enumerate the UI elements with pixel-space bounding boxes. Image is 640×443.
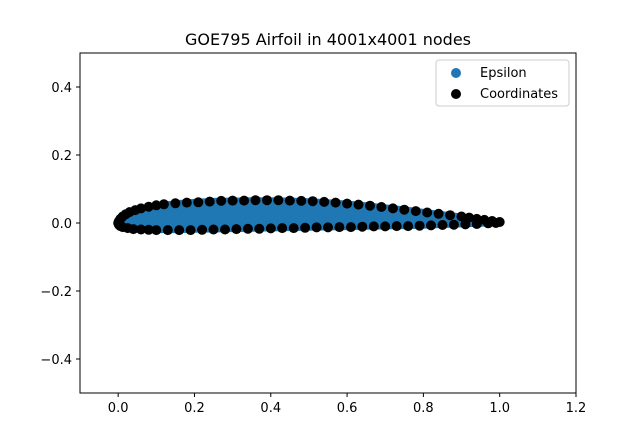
x-tick-label: 1.2 (566, 401, 587, 416)
coordinate-point (197, 224, 208, 235)
x-tick-label: 0.6 (337, 401, 358, 416)
coordinate-point (193, 197, 204, 208)
legend-marker-epsilon (451, 68, 461, 78)
coordinate-point (151, 225, 162, 236)
coordinate-point (265, 223, 276, 234)
y-tick-label: −0.4 (40, 353, 72, 368)
coordinate-point (239, 195, 250, 206)
coordinate-point (422, 207, 433, 218)
coordinate-point (387, 203, 398, 214)
coordinate-points (113, 195, 505, 236)
y-tick-label: 0.4 (51, 81, 72, 96)
coordinate-point (448, 219, 459, 230)
y-tick-label: 0.2 (51, 149, 72, 164)
coordinate-point (368, 221, 379, 232)
coordinate-point (460, 219, 471, 230)
coordinate-point (170, 198, 181, 209)
coordinate-point (345, 222, 356, 233)
plot-area (113, 195, 505, 236)
coordinate-point (216, 195, 227, 206)
coordinate-point (174, 225, 185, 236)
coordinate-point (254, 223, 265, 234)
y-axis: −0.4 −0.2 0.0 0.2 0.4 (40, 81, 80, 368)
coordinate-point (181, 197, 192, 208)
coordinate-point (456, 211, 467, 222)
coordinate-point (220, 224, 230, 235)
x-tick-label: 0.4 (260, 401, 281, 416)
coordinate-point (158, 199, 169, 210)
coordinate-point (399, 204, 410, 215)
coordinate-point (334, 222, 345, 233)
coordinate-point (227, 195, 238, 206)
coordinate-point (319, 196, 330, 207)
coordinate-point (242, 223, 253, 234)
y-tick-label: 0.0 (51, 217, 72, 232)
coordinate-point (342, 198, 353, 209)
x-tick-label: 0.8 (413, 401, 434, 416)
coordinate-point (136, 224, 146, 235)
coordinate-point (357, 221, 368, 232)
coordinate-point (490, 218, 501, 228)
legend-label-coordinates: Coordinates (480, 87, 558, 102)
coordinate-point (483, 218, 494, 229)
coordinate-point (143, 224, 154, 235)
coordinate-point (403, 221, 414, 232)
coordinate-point (311, 222, 322, 233)
coordinate-point (300, 222, 311, 233)
coordinate-point (151, 200, 162, 211)
coordinate-point (437, 220, 448, 230)
coordinate-point (380, 221, 391, 232)
coordinate-point (323, 222, 333, 233)
coordinate-point (208, 224, 219, 235)
coordinate-point (307, 196, 318, 207)
legend-marker-coordinates (451, 89, 461, 99)
coordinate-point (204, 196, 215, 207)
legend: Epsilon Coordinates (435, 59, 570, 107)
coordinate-point (391, 221, 402, 232)
coordinate-point (231, 224, 242, 235)
coordinate-point (365, 200, 375, 211)
coordinate-point (250, 195, 261, 206)
coordinate-point (128, 224, 139, 235)
coordinate-point (284, 195, 295, 206)
coordinate-point (262, 195, 272, 206)
coordinate-point (426, 220, 436, 231)
coordinate-point (288, 223, 299, 234)
coordinate-point (433, 208, 444, 219)
coordinate-point (296, 195, 307, 206)
coordinate-point (410, 206, 421, 217)
coordinate-point (277, 223, 288, 234)
x-tick-label: 1.0 (489, 401, 510, 416)
chart-title: GOE795 Airfoil in 4001x4001 nodes (185, 30, 471, 49)
plot-frame (79, 52, 577, 394)
legend-label-epsilon: Epsilon (480, 66, 527, 81)
coordinate-point (445, 210, 456, 221)
y-tick-label: −0.2 (40, 285, 72, 300)
coordinate-point (185, 225, 196, 236)
coordinate-point (273, 195, 284, 206)
coordinate-point (330, 197, 341, 208)
x-axis: 0.0 0.2 0.4 0.6 0.8 1.0 1.2 (108, 393, 587, 416)
coordinate-point (471, 219, 482, 229)
x-tick-label: 0.2 (184, 401, 205, 416)
coordinate-point (143, 201, 154, 212)
coordinate-point (162, 225, 173, 236)
coordinate-point (353, 199, 364, 210)
coordinate-point (414, 220, 425, 231)
legend-box (435, 59, 570, 107)
x-tick-label: 0.0 (108, 401, 129, 416)
coordinate-point (376, 202, 387, 212)
